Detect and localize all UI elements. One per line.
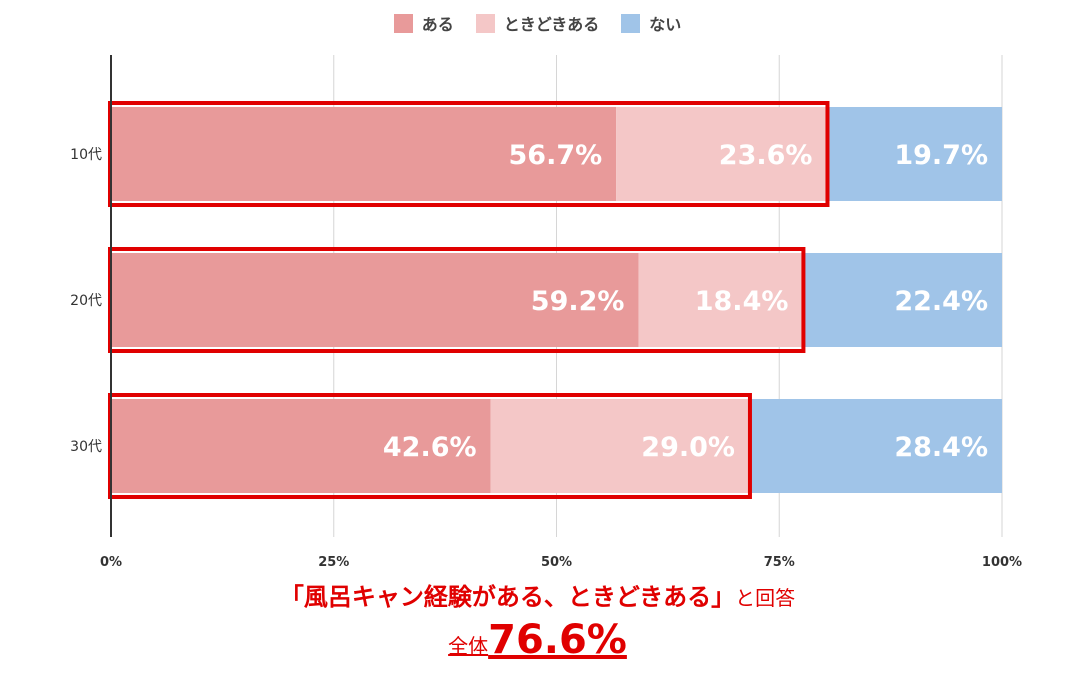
legend-item-1: ときどきある: [475, 11, 600, 35]
value-label-1-2: 22.4%: [894, 286, 988, 317]
x-tick-label-4: 100%: [982, 555, 1022, 570]
caption-suffix-text: と回答: [735, 586, 796, 610]
x-tick-label-0: 0%: [100, 555, 122, 570]
legend-item-2: ない: [621, 11, 681, 35]
bar-1-1: [638, 253, 803, 347]
value-label-0-2: 19.7%: [894, 140, 988, 171]
bar-0-0: [111, 107, 617, 201]
value-label-2-2: 28.4%: [894, 432, 988, 463]
bar-1-2: [802, 253, 1002, 347]
x-tick-label-3: 75%: [764, 555, 795, 570]
total-value: 76.6%: [488, 616, 627, 663]
legend-swatch-2: [621, 13, 641, 33]
value-label-0-1: 23.6%: [719, 140, 813, 171]
bar-0-1: [616, 107, 827, 201]
stacked-bar-chart: 0% 25% 50% 75% 100% 10代 56.7% 23.6% 19.7% 20代 59.2…: [70, 55, 1022, 570]
bar-2-2: [748, 399, 1002, 493]
caption-line-1: 「風呂キャン経験がある、ときどきある」と回答: [0, 583, 1075, 612]
bar-1-0: [111, 253, 639, 347]
legend-label-0: ある: [421, 15, 454, 34]
bar-2-1: [490, 399, 749, 493]
total-label: 全体: [448, 633, 489, 658]
legend-item-0: ある: [393, 11, 454, 35]
value-label-1-1: 18.4%: [695, 286, 789, 317]
value-label-1-0: 59.2%: [531, 286, 625, 317]
legend-swatch-1: [475, 13, 495, 33]
bar-0-2: [826, 107, 1002, 201]
legend-label-2: ない: [649, 15, 682, 34]
caption-line-2: 全体76.6%: [0, 616, 1075, 664]
category-label-1: 20代: [70, 293, 102, 309]
x-tick-label-2: 50%: [541, 555, 572, 570]
value-label-2-0: 42.6%: [383, 432, 477, 463]
x-tick-label-1: 25%: [318, 555, 349, 570]
caption-main-text: 「風呂キャン経験がある、ときどきある」: [279, 583, 736, 611]
value-label-2-1: 29.0%: [641, 432, 735, 463]
legend-swatch-0: [393, 13, 413, 33]
category-label-0: 10代: [70, 147, 102, 163]
legend: ある ときどきある ない: [0, 8, 1075, 38]
value-label-0-0: 56.7%: [509, 140, 603, 171]
caption: 「風呂キャン経験がある、ときどきある」と回答 全体76.6%: [0, 583, 1075, 664]
category-label-2: 30代: [70, 439, 102, 455]
bar-2-0: [111, 399, 491, 493]
legend-label-1: ときどきある: [503, 15, 600, 34]
